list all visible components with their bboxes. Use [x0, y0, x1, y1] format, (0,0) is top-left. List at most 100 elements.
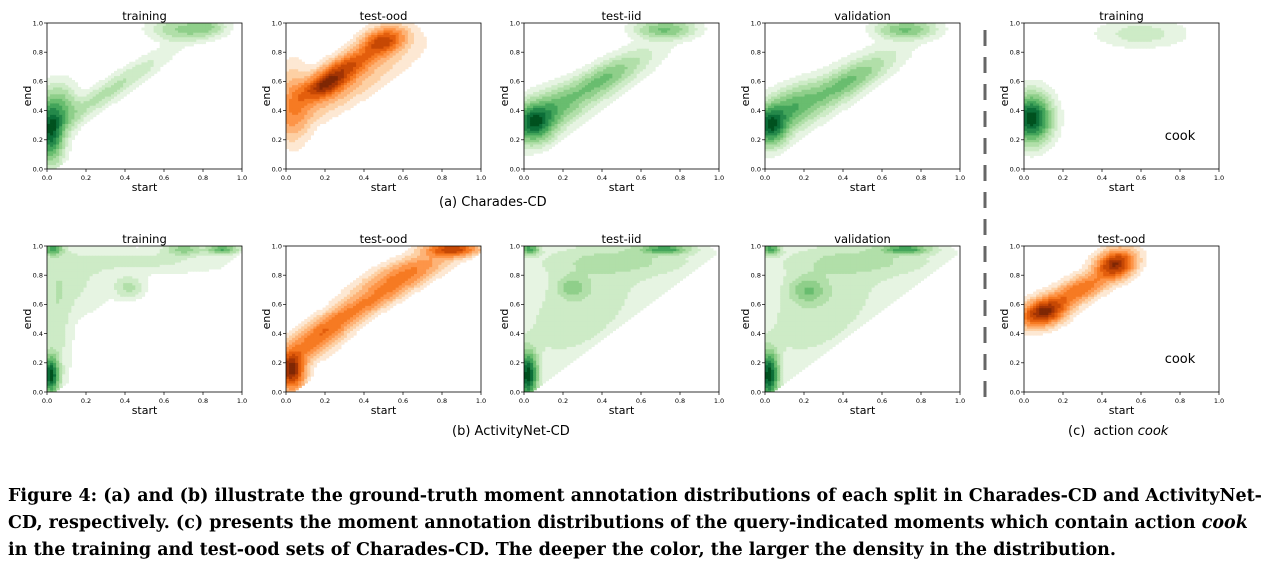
y-tick-label: 0.8 — [751, 49, 761, 57]
y-tick-label: 0.8 — [510, 272, 520, 280]
x-tick-label: 1.0 — [714, 397, 724, 405]
x-tick-label: 0.2 — [320, 174, 330, 182]
y-tick-label: 1.0 — [33, 19, 43, 27]
y-tick-label: 0.4 — [751, 107, 761, 115]
y-tick-label: 0.6 — [1010, 301, 1020, 309]
y-tick-label: 1.0 — [751, 242, 761, 250]
subcaption-a: (a) Charades-CD — [439, 195, 547, 210]
y-axis-label: end — [260, 309, 273, 330]
x-axis-label: start — [609, 181, 635, 194]
y-tick-label: 0.2 — [751, 359, 761, 367]
chart-panel-a-validation: validation 0.0 0.2 0.4 0.6 0.8 1.0 0.0 0.2 0.4 0.6… — [739, 9, 965, 194]
y-axis-label: end — [498, 86, 511, 107]
panel-title: training — [1099, 9, 1144, 23]
x-tick-label: 0.4 — [120, 174, 130, 182]
x-tick-label: 0.6 — [159, 174, 169, 182]
x-tick-label: 0.6 — [398, 174, 408, 182]
panel-title: training — [122, 232, 167, 246]
y-tick-label: 0.4 — [510, 107, 520, 115]
x-tick-label: 0.8 — [1175, 397, 1185, 405]
x-tick-label: 0.4 — [838, 174, 848, 182]
figure-caption: Figure 4: (a) and (b) illustrate the gro… — [8, 483, 1270, 564]
y-tick-label: 0.2 — [1010, 359, 1020, 367]
y-tick-label: 1.0 — [272, 242, 282, 250]
panel-title: training — [122, 9, 167, 23]
y-tick-label: 0.0 — [272, 388, 282, 396]
y-tick-label: 1.0 — [1010, 19, 1020, 27]
x-tick-label: 0.8 — [437, 174, 447, 182]
y-tick-label: 0.2 — [272, 359, 282, 367]
density-field — [286, 246, 481, 392]
y-tick-label: 0.6 — [33, 301, 43, 309]
axes-frame — [1023, 22, 1220, 170]
y-tick-label: 1.0 — [33, 242, 43, 250]
density-field — [524, 23, 719, 169]
chart-panel-a-training: training 0.0 0.2 0.4 0.6 0.8 1.0 0.0 0.2 0.4 0.6 0.… — [21, 9, 247, 194]
y-tick-label: 0.4 — [272, 330, 282, 338]
x-tick-label: 1.0 — [714, 174, 724, 182]
chart-panel-a-test-iid: test-iid 0.0 0.2 0.4 0.6 0.8 1.0 0.0 0.2 0.4 0.6 0.… — [498, 9, 724, 194]
y-tick-label: 0.4 — [1010, 330, 1020, 338]
y-tick-label: 0.6 — [510, 78, 520, 86]
y-tick-label: 0.6 — [272, 78, 282, 86]
panel-title: validation — [834, 9, 891, 23]
y-axis-label: end — [998, 309, 1011, 330]
x-tick-label: 0.6 — [159, 397, 169, 405]
y-axis-label: end — [260, 86, 273, 107]
x-tick-label: 0.2 — [81, 397, 91, 405]
density-field — [524, 246, 719, 392]
x-tick-label: 1.0 — [955, 174, 965, 182]
density-field — [765, 246, 960, 392]
x-tick-label: 0.2 — [558, 397, 568, 405]
x-tick-label: 0.8 — [437, 397, 447, 405]
x-tick-label: 0.0 — [1019, 174, 1029, 182]
y-tick-label: 0.8 — [1010, 49, 1020, 57]
y-tick-label: 0.2 — [33, 359, 43, 367]
y-tick-label: 0.8 — [1010, 272, 1020, 280]
y-tick-label: 0.0 — [510, 165, 520, 173]
y-tick-label: 0.8 — [33, 272, 43, 280]
x-axis-label: start — [132, 181, 158, 194]
y-tick-label: 0.4 — [751, 330, 761, 338]
x-axis-label: start — [850, 404, 876, 417]
subcaption-b: (b) ActivityNet-CD — [452, 424, 570, 439]
y-tick-label: 1.0 — [751, 19, 761, 27]
axes-frame — [523, 245, 720, 393]
panel-annotation: cook — [1165, 129, 1196, 144]
x-tick-label: 0.2 — [1058, 174, 1068, 182]
chart-panel-b-test-iid: test-iid 0.0 0.2 0.4 0.6 0.8 1.0 0.0 0.2 0.4 0.6 0.… — [498, 232, 724, 417]
x-tick-label: 0.6 — [877, 397, 887, 405]
y-tick-label: 0.8 — [272, 49, 282, 57]
x-tick-label: 1.0 — [1214, 397, 1224, 405]
x-tick-label: 1.0 — [476, 397, 486, 405]
x-tick-label: 0.8 — [675, 174, 685, 182]
x-tick-label: 0.0 — [760, 397, 770, 405]
y-tick-label: 0.8 — [272, 272, 282, 280]
x-tick-label: 0.4 — [1097, 174, 1107, 182]
x-tick-label: 0.2 — [1058, 397, 1068, 405]
y-tick-label: 0.8 — [33, 49, 43, 57]
subcaption-c-prefix: (c) action — [1068, 424, 1138, 439]
x-tick-label: 0.6 — [636, 174, 646, 182]
chart-panel-a-test-ood: test-ood 0.0 0.2 0.4 0.6 0.8 1.0 0.0 0.2 0.4 0.6 0.… — [260, 9, 486, 194]
x-tick-label: 0.0 — [42, 397, 52, 405]
axes-frame — [285, 245, 482, 393]
axes-frame — [46, 245, 243, 393]
x-tick-label: 1.0 — [955, 397, 965, 405]
x-tick-label: 0.6 — [1136, 174, 1146, 182]
y-axis-label: end — [998, 86, 1011, 107]
x-tick-label: 0.6 — [877, 174, 887, 182]
y-tick-label: 0.4 — [33, 107, 43, 115]
x-tick-label: 1.0 — [237, 397, 247, 405]
x-axis-label: start — [1109, 404, 1135, 417]
x-tick-label: 0.2 — [799, 397, 809, 405]
x-tick-label: 0.6 — [1136, 397, 1146, 405]
y-tick-label: 0.4 — [1010, 107, 1020, 115]
caption-action: cook — [1201, 513, 1248, 533]
y-tick-label: 0.4 — [272, 107, 282, 115]
density-field — [286, 23, 481, 169]
chart-panel-b-validation: validation 0.0 0.2 0.4 0.6 0.8 1.0 0.0 0.2 0.4 0.6… — [739, 232, 965, 417]
x-tick-label: 0.8 — [198, 397, 208, 405]
figure-canvas: training 0.0 0.2 0.4 0.6 0.8 1.0 0.0 0.2 0.4 0.6 0.… — [21, 9, 1224, 417]
y-tick-label: 0.2 — [510, 359, 520, 367]
